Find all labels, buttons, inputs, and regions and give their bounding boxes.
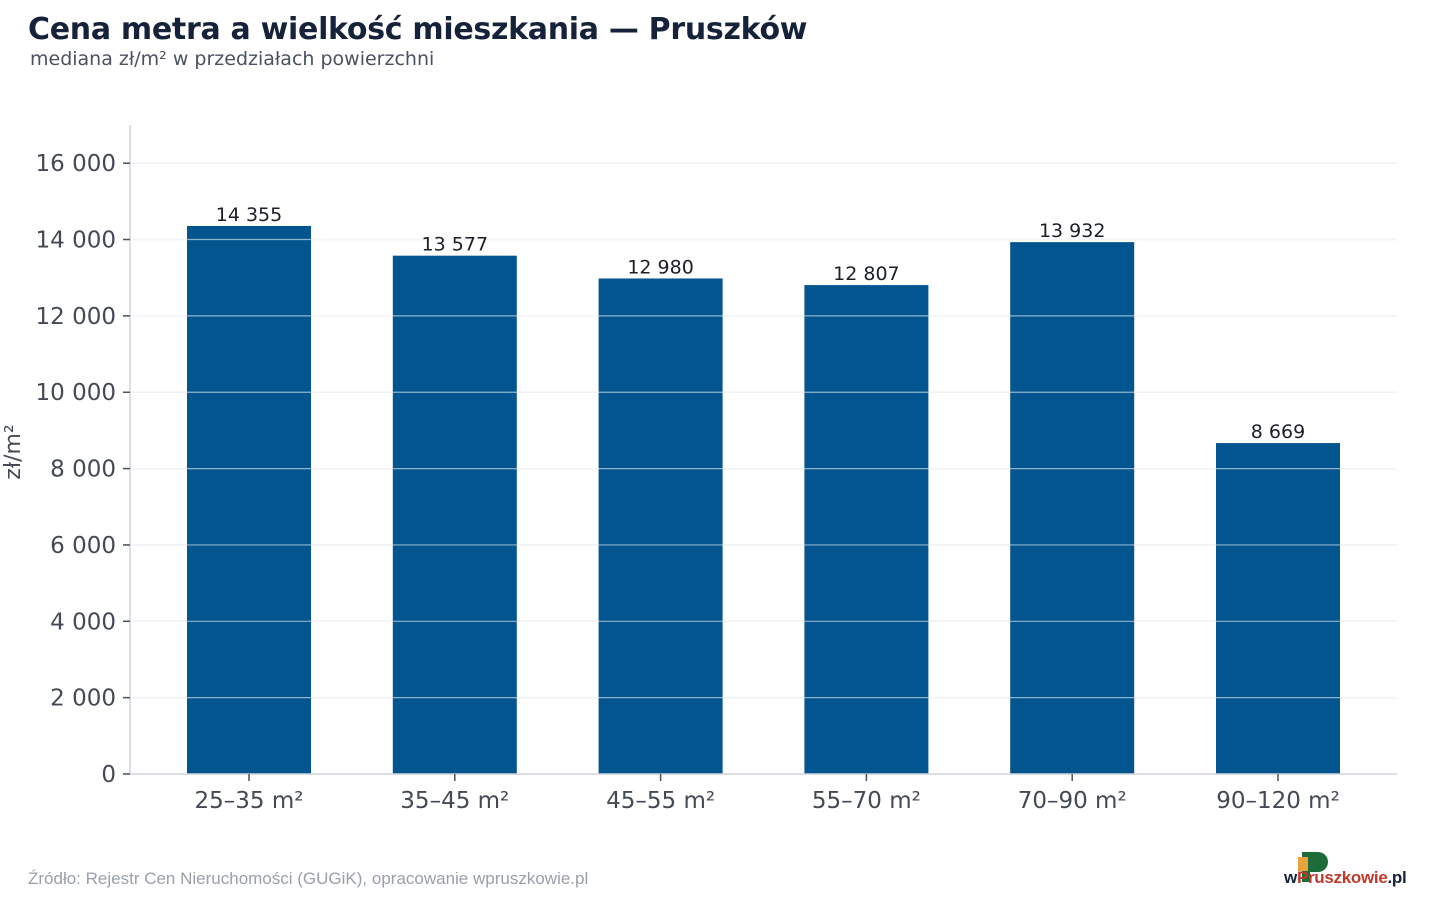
bar [1010, 242, 1135, 774]
y-axis-label: zł/m² [1, 424, 26, 479]
y-tick-label: 8 000 [50, 457, 116, 483]
x-tick-label: 90–120 m² [1216, 788, 1340, 814]
logo-p-icon [1298, 852, 1328, 882]
bar-value-label: 12 980 [627, 256, 693, 278]
y-tick-label: 6 000 [50, 533, 116, 559]
x-tick-label: 35–45 m² [400, 788, 509, 814]
x-tick-label: 25–35 m² [195, 788, 304, 814]
chart-title: Cena metra a wielkość mieszkania — Prusz… [28, 12, 808, 47]
axes [123, 125, 1397, 781]
gridlines [130, 162, 1397, 699]
y-tick-label: 2 000 [50, 686, 116, 712]
chart-subtitle: mediana zł/m² w przedziałach powierzchni [30, 48, 435, 70]
bars [187, 225, 1340, 775]
bar-value-label: 13 932 [1039, 220, 1105, 242]
x-tick-label: 45–55 m² [606, 788, 715, 814]
bar-value-label: 14 355 [216, 204, 282, 226]
gridlines-over-bars [130, 162, 1397, 699]
source-note: Źródło: Rejestr Cen Nieruchomości (GUGiK… [28, 869, 589, 888]
y-tick-label: 4 000 [50, 609, 116, 635]
bar [1216, 443, 1340, 774]
bar-value-label: 8 669 [1251, 421, 1305, 443]
bar [392, 255, 517, 775]
logo-text: wPruszkowie.pl [1284, 868, 1407, 888]
bar-chart: 14 355 13 577 12 980 12 807 13 932 8 669 0 2 00… [1, 125, 1397, 814]
y-tick-label: 14 000 [36, 228, 116, 254]
logo-suffix: .pl [1387, 868, 1407, 887]
bar [187, 225, 311, 775]
x-tick-label: 55–70 m² [812, 788, 921, 814]
x-tick-label: 70–90 m² [1018, 788, 1127, 814]
bar-value-label: 13 577 [422, 234, 488, 256]
logo-prefix: w [1284, 868, 1297, 887]
bar [804, 285, 929, 774]
bar [598, 278, 723, 774]
y-tick-label: 0 [101, 762, 116, 788]
y-tick-label: 10 000 [36, 380, 116, 406]
bar-value-label: 12 807 [833, 263, 899, 285]
logo-accent: Pruszkowie [1296, 868, 1388, 887]
labels: 14 355 13 577 12 980 12 807 13 932 8 669 0 2 00… [36, 151, 1340, 814]
site-logo[interactable]: wPruszkowie.pl [1284, 852, 1414, 892]
y-tick-label: 16 000 [36, 151, 116, 177]
y-tick-label: 12 000 [36, 304, 116, 330]
